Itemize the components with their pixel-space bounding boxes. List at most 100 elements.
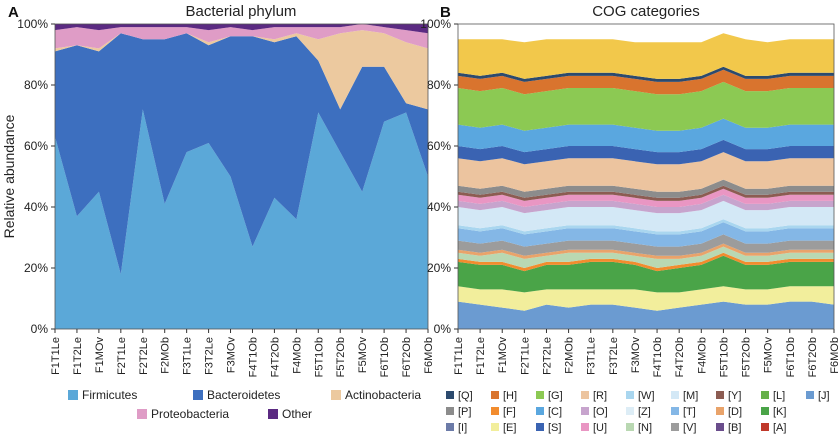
area-1-r (458, 152, 834, 192)
x-tick-label-0-8: F3MOv (226, 337, 238, 374)
area-0-firmicutes (55, 109, 428, 330)
legend-b-swatch-3 (581, 391, 589, 399)
y-tick-label-0-2: 40% (24, 200, 48, 214)
x-tick-label-1-7: F3T2Le (608, 337, 620, 375)
legend-b-swatch-1 (491, 391, 499, 399)
legend-b-swatch-20 (581, 423, 589, 431)
x-tick-label-1-14: F5MOv (763, 337, 775, 374)
area-1-j (458, 301, 834, 329)
legend-b-label-13: [Z] (638, 406, 651, 418)
panel-title-1: COG categories (592, 3, 700, 20)
legend-b-label-6: [Y] (728, 390, 741, 402)
area-1-p (458, 179, 834, 198)
legend-b-label-14: [T] (683, 406, 696, 418)
x-tick-label-1-9: F4T1Ob (652, 337, 664, 377)
legend-a-swatch-0 (68, 390, 78, 400)
legend-b-swatch-23 (716, 423, 724, 431)
area-0-other (55, 24, 428, 34)
plot-frame-1 (457, 23, 835, 330)
y-tick-label-0-0: 0% (31, 322, 49, 336)
legend-a-label-4: Other (282, 407, 312, 421)
x-tick-label-0-13: F5T2Ob (335, 337, 347, 377)
x-tick-label-0-17: F6MOb (423, 337, 435, 374)
x-tick-label-1-6: F3T1Le (586, 337, 598, 375)
legend-b-swatch-16 (761, 407, 769, 415)
area-1-u (458, 188, 834, 207)
area-1-k (458, 255, 834, 293)
panel-letter-0: A (8, 4, 19, 21)
panel-letter-1: B (440, 4, 451, 21)
x-tick-label-0-5: F2MOb (160, 337, 172, 374)
x-tick-label-1-5: F2MOb (564, 337, 576, 374)
x-tick-label-1-17: F6MOb (829, 337, 840, 374)
legend-b-swatch-0 (446, 391, 454, 399)
x-tick-label-0-9: F4T1Ob (247, 337, 259, 377)
legend-b-swatch-11 (536, 407, 544, 415)
area-1-n (458, 246, 834, 268)
legend-b-label-1: [H] (503, 390, 517, 402)
legend-a-swatch-4 (268, 409, 278, 419)
x-tick-label-1-12: F5T1Ob (718, 337, 730, 377)
x-tick-label-0-15: F6T1Ob (379, 337, 391, 377)
legend-b-label-22: [V] (683, 422, 696, 434)
legend-b-swatch-18 (491, 423, 499, 431)
x-tick-label-1-2: F1MOv (497, 337, 509, 374)
legend-b-swatch-6 (716, 391, 724, 399)
legend-b-label-19: [S] (548, 422, 561, 434)
x-tick-label-1-16: F6T2Ob (807, 337, 819, 377)
x-tick-label-1-11: F4MOb (696, 337, 708, 374)
legend-b-swatch-10 (491, 407, 499, 415)
legend-b-swatch-9 (446, 407, 454, 415)
area-1-q (458, 66, 834, 82)
area-1-g (458, 81, 834, 131)
legend-b-label-3: [R] (593, 390, 607, 402)
area-1-h (458, 69, 834, 95)
x-tick-label-1-0: F1T1Le (453, 337, 465, 375)
legend-b-swatch-21 (626, 423, 634, 431)
legend-a-swatch-3 (137, 409, 147, 419)
legend-b-label-17: [I] (458, 422, 467, 434)
x-tick-label-0-4: F2T2Le (138, 337, 150, 375)
legend-a-label-2: Actinobacteria (345, 388, 421, 402)
area-1-eextraband (458, 33, 834, 79)
x-tick-label-1-3: F2T1Le (519, 337, 531, 375)
x-tick-label-0-3: F2T1Le (116, 337, 128, 375)
legend-b-swatch-5 (671, 391, 679, 399)
x-tick-label-0-0: F1T1Le (50, 337, 62, 375)
legend-b-swatch-13 (626, 407, 634, 415)
y-tick-label-1-3: 60% (427, 139, 451, 153)
y-tick-label-1-2: 40% (427, 200, 451, 214)
legend-b-label-10: [F] (503, 406, 516, 418)
legend-a-label-1: Bacteroidetes (207, 388, 280, 402)
x-tick-label-0-10: F4T2Ob (269, 337, 281, 377)
legend-b-label-18: [E] (503, 422, 516, 434)
legend-b-label-15: [D] (728, 406, 742, 418)
x-tick-label-0-12: F5T1Ob (313, 337, 325, 377)
area-1-m (458, 200, 834, 232)
panel-title-0: Bacterial phylum (186, 3, 297, 20)
legend-a-swatch-2 (331, 390, 341, 400)
y-tick-label-0-5: 100% (17, 17, 48, 31)
y-tick-label-1-1: 20% (427, 261, 451, 275)
legend-b-swatch-2 (536, 391, 544, 399)
legend-b-label-0: [Q] (458, 390, 473, 402)
legend-a-label-0: Firmicutes (82, 388, 137, 402)
area-0-proteobacteria (55, 24, 428, 49)
legend-b-label-21: [N] (638, 422, 652, 434)
x-tick-label-1-10: F4T2Ob (674, 337, 686, 377)
x-tick-label-1-1: F1T2Le (475, 337, 487, 375)
legend-b-label-20: [U] (593, 422, 607, 434)
y-tick-label-0-1: 20% (24, 261, 48, 275)
area-0-actinobacteria (55, 30, 428, 110)
x-tick-label-0-11: F4MOb (291, 337, 303, 374)
y-tick-label-0-4: 80% (24, 78, 48, 92)
legend-b-label-24: [A] (773, 422, 786, 434)
x-tick-label-0-7: F3T2Le (204, 337, 216, 375)
legend-a-label-3: Proteobacteria (151, 407, 229, 421)
area-1-f (458, 252, 834, 272)
legend-b-swatch-19 (536, 423, 544, 431)
x-tick-label-0-16: F6T2Ob (401, 337, 413, 377)
legend-b-swatch-8 (806, 391, 814, 399)
x-tick-label-1-15: F6T1Ob (785, 337, 797, 377)
